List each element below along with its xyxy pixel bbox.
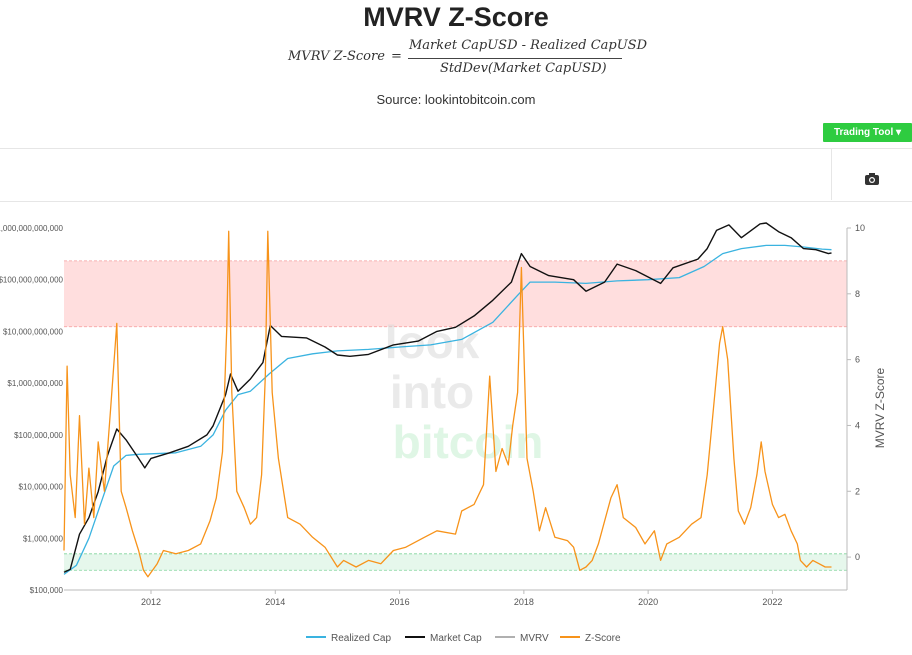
- watermark-into: into: [390, 366, 474, 418]
- watermark-bitcoin: bitcoin: [393, 416, 544, 468]
- trading-tool-button[interactable]: Trading Tool ▾: [823, 123, 912, 142]
- right-tick-label: 4: [855, 420, 860, 430]
- formula-denominator: StdDev(Market CapUSD): [440, 61, 607, 76]
- left-tick-label: $10,000,000,000: [3, 327, 64, 336]
- watermark: look into bitcoin: [385, 316, 544, 468]
- mvrv-chart: look into bitcoin 2012 2014 2016 2018 2020 20…: [0, 222, 887, 644]
- zone-green: [64, 553, 847, 571]
- formula: MVRV Z-Score = Market CapUSD - Realized …: [0, 38, 912, 80]
- series-line-z-score: [63, 230, 832, 578]
- series-layer: [63, 222, 832, 578]
- right-tick-label: 8: [855, 289, 860, 299]
- chart-toolbar-panel: [0, 148, 912, 202]
- camera-icon: [865, 173, 879, 185]
- left-tick-label: $10,000,000: [19, 483, 64, 492]
- formula-fraction-bar: [408, 58, 622, 59]
- legend-label: MVRV: [520, 633, 549, 644]
- screenshot-button[interactable]: [831, 148, 912, 200]
- right-tick-label: 0: [855, 552, 860, 562]
- left-tick-label: $1,000,000,000,000: [0, 224, 64, 233]
- left-tick-label: $1,000,000,000: [7, 379, 63, 388]
- x-tick-label: 2012: [141, 597, 161, 607]
- right-tick-label: 10: [855, 223, 865, 233]
- right-tick-label: 6: [855, 355, 860, 365]
- x-tick-label: 2018: [514, 597, 534, 607]
- axes-layer: 2012 2014 2016 2018 2020 2022 $100,000 $1,000,0…: [0, 223, 865, 607]
- page-title: MVRV Z-Score: [363, 2, 549, 32]
- series-line-market-cap: [63, 222, 832, 573]
- zones-layer: [64, 260, 847, 571]
- right-axis-label: MVRV Z-Score: [873, 367, 887, 448]
- left-tick-label: $100,000,000: [14, 431, 63, 440]
- x-tick-label: 2016: [390, 597, 410, 607]
- right-tick-label: 2: [855, 486, 860, 496]
- x-tick-label: 2020: [638, 597, 658, 607]
- legend-label: Realized Cap: [331, 633, 391, 644]
- formula-lhs: MVRV Z-Score: [288, 49, 385, 64]
- source-credit: Source: lookintobitcoin.com: [376, 92, 536, 107]
- legend-label: Z-Score: [585, 633, 621, 644]
- formula-equals: =: [391, 49, 402, 64]
- zone-red: [64, 260, 847, 327]
- watermark-look: look: [385, 316, 480, 368]
- legend-label: Market Cap: [430, 633, 482, 644]
- x-tick-label: 2022: [762, 597, 782, 607]
- formula-numerator: Market CapUSD - Realized CapUSD: [409, 38, 648, 53]
- x-tick-label: 2014: [265, 597, 285, 607]
- left-tick-label: $100,000: [30, 586, 64, 595]
- legend: Realized Cap Market Cap MVRV Z-Score: [306, 633, 621, 644]
- left-tick-label: $100,000,000,000: [0, 276, 64, 285]
- left-tick-label: $1,000,000: [23, 534, 64, 543]
